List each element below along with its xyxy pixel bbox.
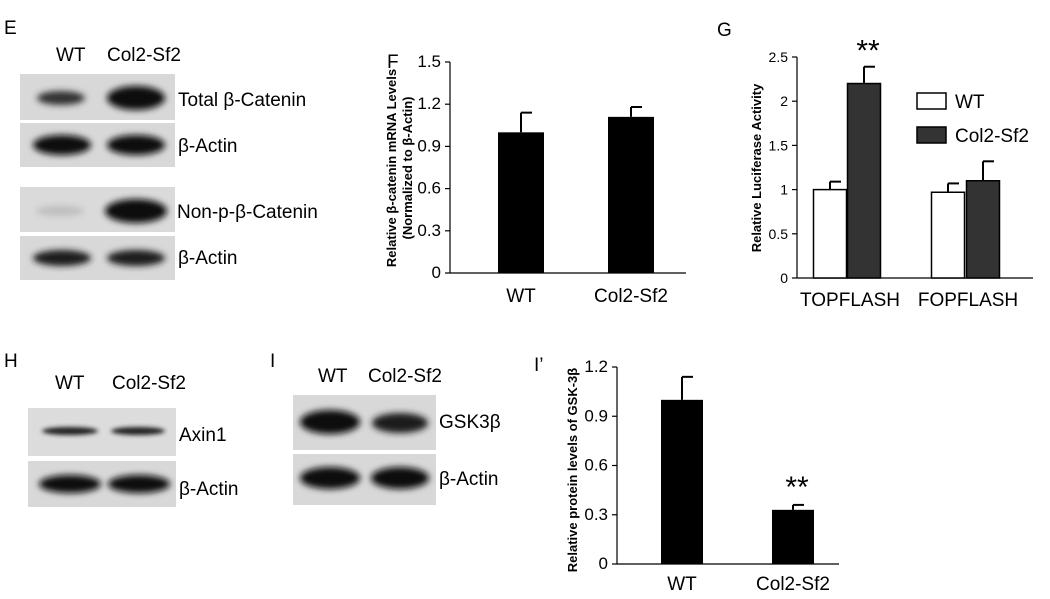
blot-label-non-p-beta-catenin: Non-p-β-Catenin (177, 202, 318, 223)
bar (772, 509, 814, 564)
y-tick-label: 0.6 (417, 179, 441, 198)
blot-band-col2-sf2 (107, 250, 165, 266)
y-axis-label: Relative Luciferase Activity (749, 83, 764, 252)
blot-band-wt (33, 250, 91, 266)
y-tick-label: 2.5 (769, 49, 789, 65)
y-tick-label: 0.6 (584, 456, 608, 475)
panel-label-i-prime: I’ (534, 355, 544, 376)
blot-band-wt (39, 475, 101, 493)
bar (812, 188, 848, 279)
legend-swatch (916, 126, 947, 144)
blot-band-wt (300, 410, 360, 434)
lane-label-wt: WT (56, 45, 86, 66)
blot-label-gsk3b: GSK3β (439, 412, 501, 433)
y-tick-label: 0 (780, 270, 788, 286)
bar (608, 116, 654, 273)
blot-band-col2-sf2 (108, 475, 170, 493)
bar (846, 82, 882, 279)
x-tick-label: Col2-Sf2 (756, 574, 830, 595)
lane-label-col2-sf2: Col2-Sf2 (107, 45, 181, 66)
blot-label-total-beta-catenin: Total β-Catenin (178, 90, 306, 111)
blot-label-beta-actin: β-Actin (178, 248, 238, 269)
bar (930, 191, 966, 279)
y-tick-label: 1 (780, 182, 788, 198)
blot-label-axin1: Axin1 (179, 425, 227, 446)
blot-label-beta-actin: β-Actin (178, 136, 238, 157)
lane-label-wt: WT (55, 373, 85, 394)
lane-label-col2-sf2: Col2-Sf2 (368, 366, 442, 387)
y-axis-label: Relative β-catenin mRNA Levels (384, 69, 399, 267)
blot-band-col2-sf2 (107, 86, 165, 110)
y-tick-label: 0.9 (417, 136, 441, 155)
y-tick-label: 2 (780, 93, 788, 109)
significance-marker: ** (785, 471, 809, 504)
legend-label: Col2-Sf2 (955, 126, 1029, 147)
x-tick-label: WT (506, 286, 536, 307)
y-tick-label: 1.2 (417, 94, 441, 113)
x-tick-label: FOPFLASH (918, 290, 1018, 311)
y-tick-label: 1.5 (769, 137, 789, 153)
bar (498, 132, 544, 273)
blot-band-col2-sf2 (372, 413, 428, 433)
legend-swatch (916, 92, 947, 110)
blot-band-col2-sf2 (371, 467, 429, 489)
y-tick-label: 0 (432, 263, 441, 282)
blot-label-beta-actin: β-Actin (179, 479, 239, 500)
y-axis-label: Relative protein levels of GSK-3β (565, 368, 580, 573)
blot-band-wt (300, 467, 360, 489)
significance-marker: ** (856, 35, 880, 68)
y-tick-label: 0.3 (584, 505, 608, 524)
panel-label-e: E (4, 18, 17, 39)
blot-band-wt (33, 135, 91, 155)
y-tick-label: 1.2 (584, 357, 608, 376)
y-axis-label-secondary: (Normalized to β-Actin) (400, 97, 415, 240)
panel-label-f: F (387, 52, 399, 73)
blot-band-wt (37, 91, 85, 105)
lane-label-wt: WT (318, 366, 348, 387)
y-tick-label: 0 (599, 554, 608, 573)
lane-label-col2-sf2: Col2-Sf2 (112, 373, 186, 394)
y-tick-label: 0.3 (417, 221, 441, 240)
panel-label-h: H (4, 351, 18, 372)
blot-label-beta-actin: β-Actin (439, 469, 499, 490)
bar (965, 180, 1001, 279)
blot-band-wt (42, 427, 98, 435)
blot-band-col2-sf2 (107, 135, 165, 155)
y-tick-label: 0.5 (769, 226, 789, 242)
x-tick-label: Col2-Sf2 (594, 286, 668, 307)
blot-band-col2-sf2 (111, 427, 165, 435)
x-tick-label: TOPFLASH (800, 290, 900, 311)
x-tick-label: WT (667, 574, 697, 595)
panel-label-i: I (270, 351, 276, 372)
blot-band-wt (36, 206, 84, 216)
legend-label: WT (955, 92, 985, 113)
y-tick-label: 0.9 (584, 406, 608, 425)
y-tick-label: 1.5 (417, 52, 441, 71)
bar (661, 399, 703, 564)
blot-band-col2-sf2 (105, 199, 167, 223)
panel-label-g: G (717, 20, 732, 41)
